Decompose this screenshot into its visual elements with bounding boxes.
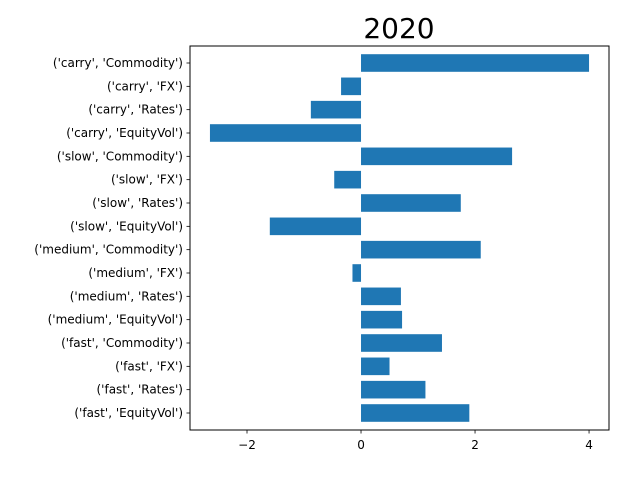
y-tick-label: ('medium', 'Rates') [70,289,183,303]
y-tick-label: ('slow', 'Rates') [92,196,183,210]
bar [352,264,362,282]
x-tick-label: 2 [471,438,479,452]
bar [361,310,403,329]
y-tick-label: ('medium', 'Commodity') [34,243,183,257]
y-tick-label: ('fast', 'Rates') [97,383,184,397]
y-tick-label: ('medium', 'EquityVol') [48,313,183,327]
y-tick-label: ('carry', 'EquityVol') [66,126,183,140]
x-tick-label: 0 [357,438,365,452]
bar [269,217,362,236]
bar [361,54,590,72]
plot-frame [189,45,610,431]
bars-group [209,54,590,422]
y-tick-label: ('fast', 'FX') [115,359,183,373]
y-tick-label: ('slow', 'EquityVol') [70,219,183,233]
bar [361,240,481,259]
x-tick-label: −2 [238,438,256,452]
x-axis: −2 0 2 4 [238,430,593,452]
bar [361,334,442,352]
bar [361,380,426,399]
y-tick-label: ('slow', 'FX') [111,173,183,187]
bar [361,357,390,376]
bar [361,147,513,166]
y-tick-label: ('carry', 'Commodity') [53,56,183,70]
bar [209,124,362,142]
bar [361,194,461,212]
y-tick-label: ('fast', 'EquityVol') [74,406,183,420]
y-tick-label: ('carry', 'FX') [107,79,183,93]
bar [361,287,401,306]
y-axis: ('carry', 'Commodity') ('carry', 'FX') ('c… [34,56,190,420]
y-tick-label: ('fast', 'Commodity') [61,336,183,350]
bar [334,170,362,189]
y-tick-label: ('medium', 'FX') [88,266,183,280]
x-tick-label: 4 [585,438,593,452]
y-tick-label: ('slow', 'Commodity') [57,149,183,163]
bar [310,100,362,119]
y-tick-label: ('carry', 'Rates') [88,103,183,117]
bar [361,404,470,422]
chart-title: 2020 [363,12,434,45]
bar [341,77,362,96]
